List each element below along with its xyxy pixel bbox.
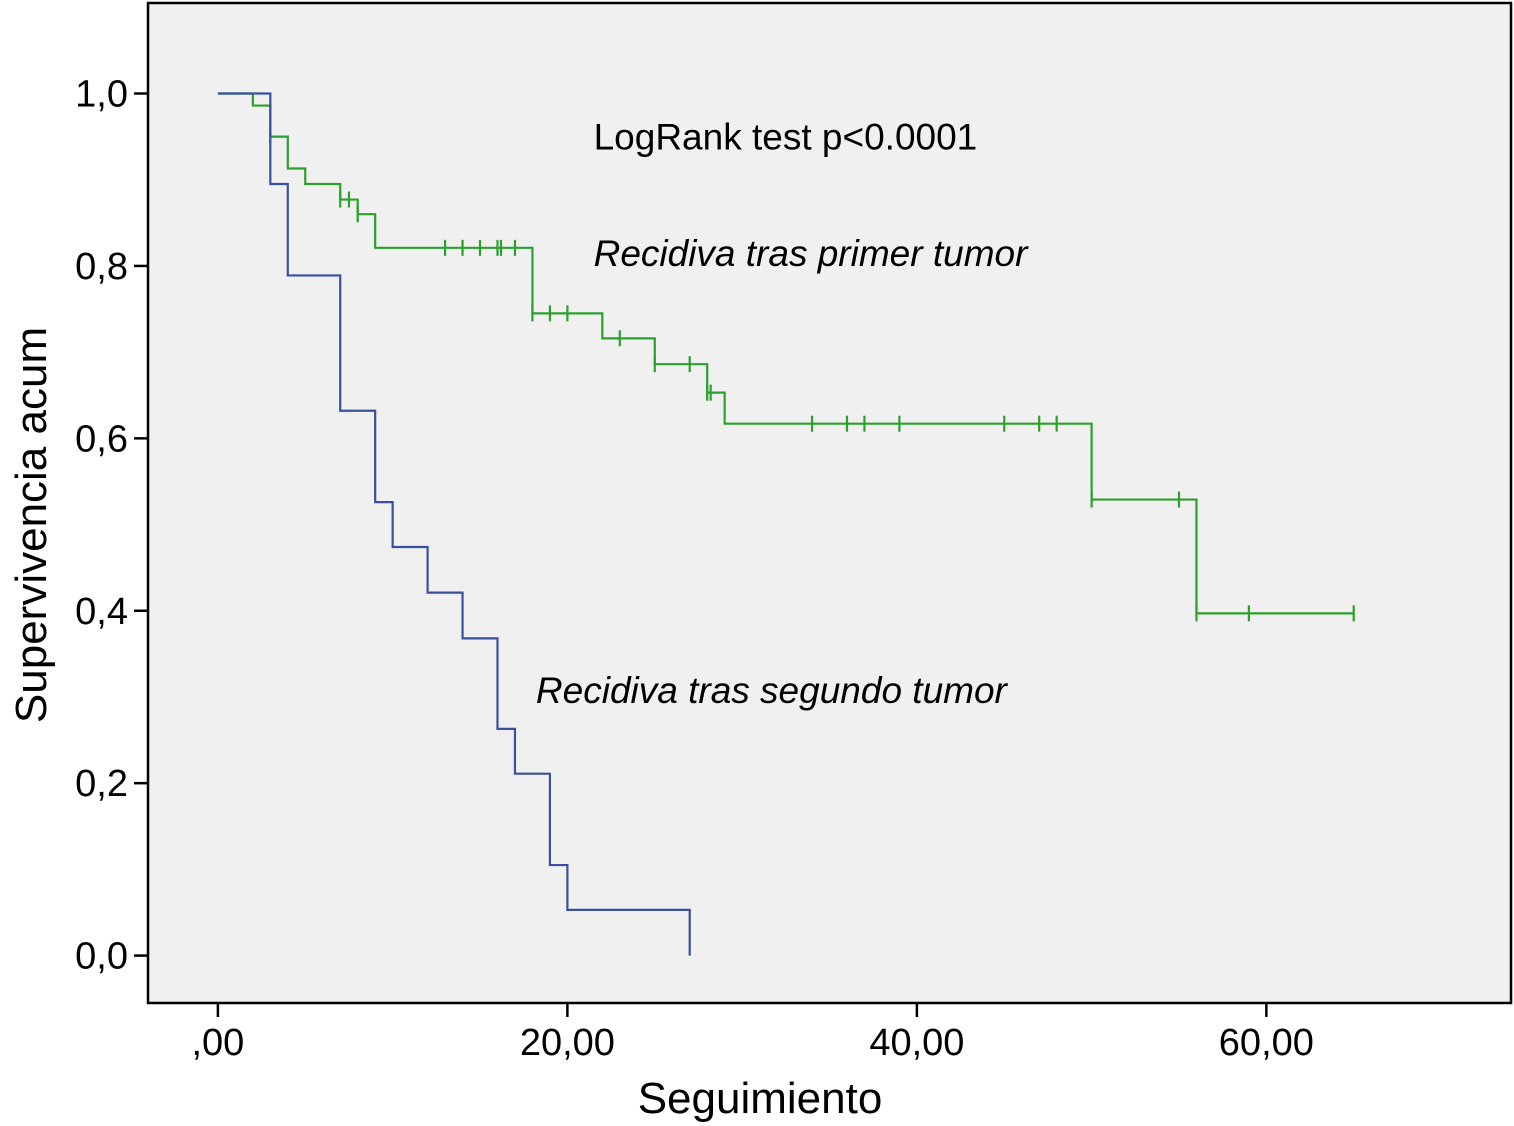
y-axis-title: Supervivencia acum [7,327,56,723]
x-tick-label: ,00 [191,1022,244,1064]
series-0-line [217,92,1354,615]
y-tick-label: 0,4 [75,591,128,633]
annotations: LogRank test p<0.0001 Recidiva tras prime… [536,117,1029,711]
y-axis-ticks: 0,0 0,2 0,4 0,6 0,8 1,0 [75,74,148,978]
y-tick-label: 0,0 [75,936,128,978]
y-tick-label: 1,0 [75,74,128,116]
annotation-text: LogRank test p<0.0001 [594,117,978,158]
x-axis-ticks: ,00 20,00 40,00 60,00 [191,1003,1314,1064]
series-layer [217,92,1355,956]
x-tick-label: 60,00 [1219,1022,1314,1064]
y-tick-label: 0,8 [75,246,128,288]
x-axis-title: Seguimiento [638,1074,883,1123]
y-tick-label: 0,2 [75,763,128,805]
annotation-text: Recidiva tras primer tumor [594,233,1030,274]
annotation-text: Recidiva tras segundo tumor [536,670,1009,711]
y-tick-label: 0,6 [75,418,128,460]
x-tick-label: 40,00 [869,1022,964,1064]
x-tick-label: 20,00 [520,1022,615,1064]
series-1-line [217,92,691,956]
